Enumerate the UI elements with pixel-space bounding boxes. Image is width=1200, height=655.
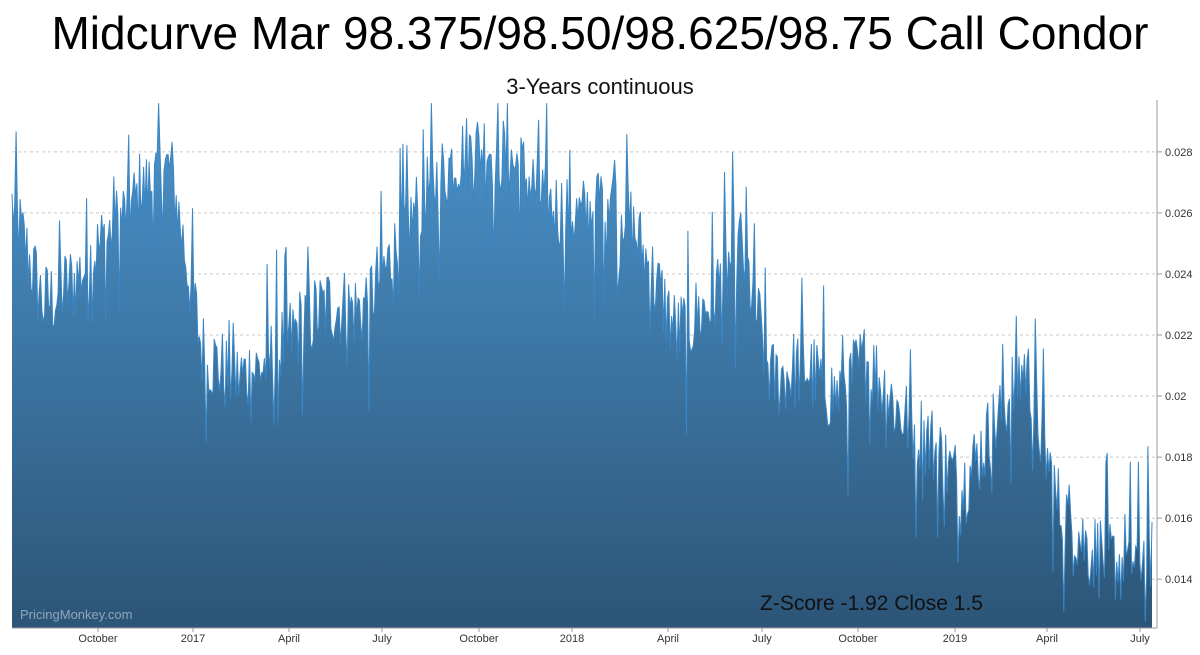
y-tick-label: 0.022 — [1165, 330, 1193, 342]
chart-title: Midcurve Mar 98.375/98.50/98.625/98.75 C… — [51, 7, 1149, 59]
y-tick-label: 0.016 — [1165, 513, 1193, 525]
x-tick-label: April — [1036, 633, 1058, 645]
watermark: PricingMonkey.com — [20, 607, 132, 622]
x-tick-label: 2017 — [181, 633, 205, 645]
y-tick-label: 0.024 — [1165, 269, 1193, 281]
z-score-annotation: Z-Score -1.92 Close 1.5 — [760, 592, 983, 615]
x-tick-label: 2018 — [560, 633, 584, 645]
series-line — [11, 103, 1153, 622]
x-tick-label: 2019 — [943, 633, 967, 645]
x-tick-label: July — [372, 633, 392, 645]
y-tick-label: 0.028 — [1165, 147, 1193, 159]
y-tick-label: 0.018 — [1165, 452, 1193, 464]
x-tick-label: April — [278, 633, 300, 645]
y-tick-label: 0.026 — [1165, 208, 1193, 220]
y-axis: 0.014 0.016 0.018 0.02 0.022 0.024 0.026 0.028 — [1157, 147, 1193, 586]
x-tick-label: July — [752, 633, 772, 645]
y-tick-label: 0.02 — [1165, 391, 1186, 403]
x-axis: October 2017 April July October 2018 April July… — [78, 628, 1150, 645]
series-area — [12, 103, 1152, 629]
x-tick-label: October — [459, 633, 498, 645]
x-tick-label: July — [1130, 633, 1150, 645]
chart-subtitle: 3-Years continuous — [506, 74, 694, 99]
y-tick-label: 0.014 — [1165, 574, 1193, 586]
x-tick-label: October — [838, 633, 877, 645]
x-tick-label: April — [657, 633, 679, 645]
x-tick-label: October — [78, 633, 117, 645]
